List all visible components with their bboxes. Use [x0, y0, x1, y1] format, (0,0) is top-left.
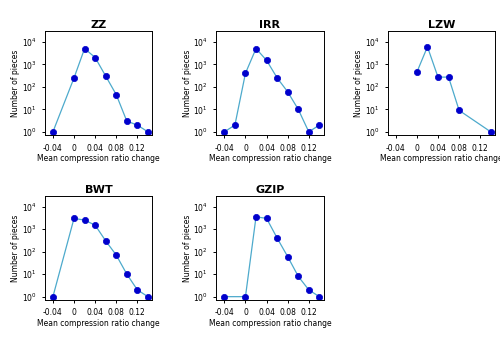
Y-axis label: Number of pieces: Number of pieces — [183, 50, 192, 117]
Title: ZZ: ZZ — [90, 20, 106, 30]
X-axis label: Mean compression ratio change: Mean compression ratio change — [208, 319, 332, 328]
Y-axis label: Number of pieces: Number of pieces — [12, 214, 20, 282]
Y-axis label: Number of pieces: Number of pieces — [183, 214, 192, 282]
Title: LZW: LZW — [428, 20, 455, 30]
Y-axis label: Number of pieces: Number of pieces — [12, 50, 20, 117]
X-axis label: Mean compression ratio change: Mean compression ratio change — [38, 319, 160, 328]
Title: GZIP: GZIP — [256, 185, 284, 195]
Y-axis label: Number of pieces: Number of pieces — [354, 50, 363, 117]
X-axis label: Mean compression ratio change: Mean compression ratio change — [208, 154, 332, 163]
X-axis label: Mean compression ratio change: Mean compression ratio change — [38, 154, 160, 163]
Title: BWT: BWT — [84, 185, 112, 195]
X-axis label: Mean compression ratio change: Mean compression ratio change — [380, 154, 500, 163]
Title: IRR: IRR — [260, 20, 280, 30]
